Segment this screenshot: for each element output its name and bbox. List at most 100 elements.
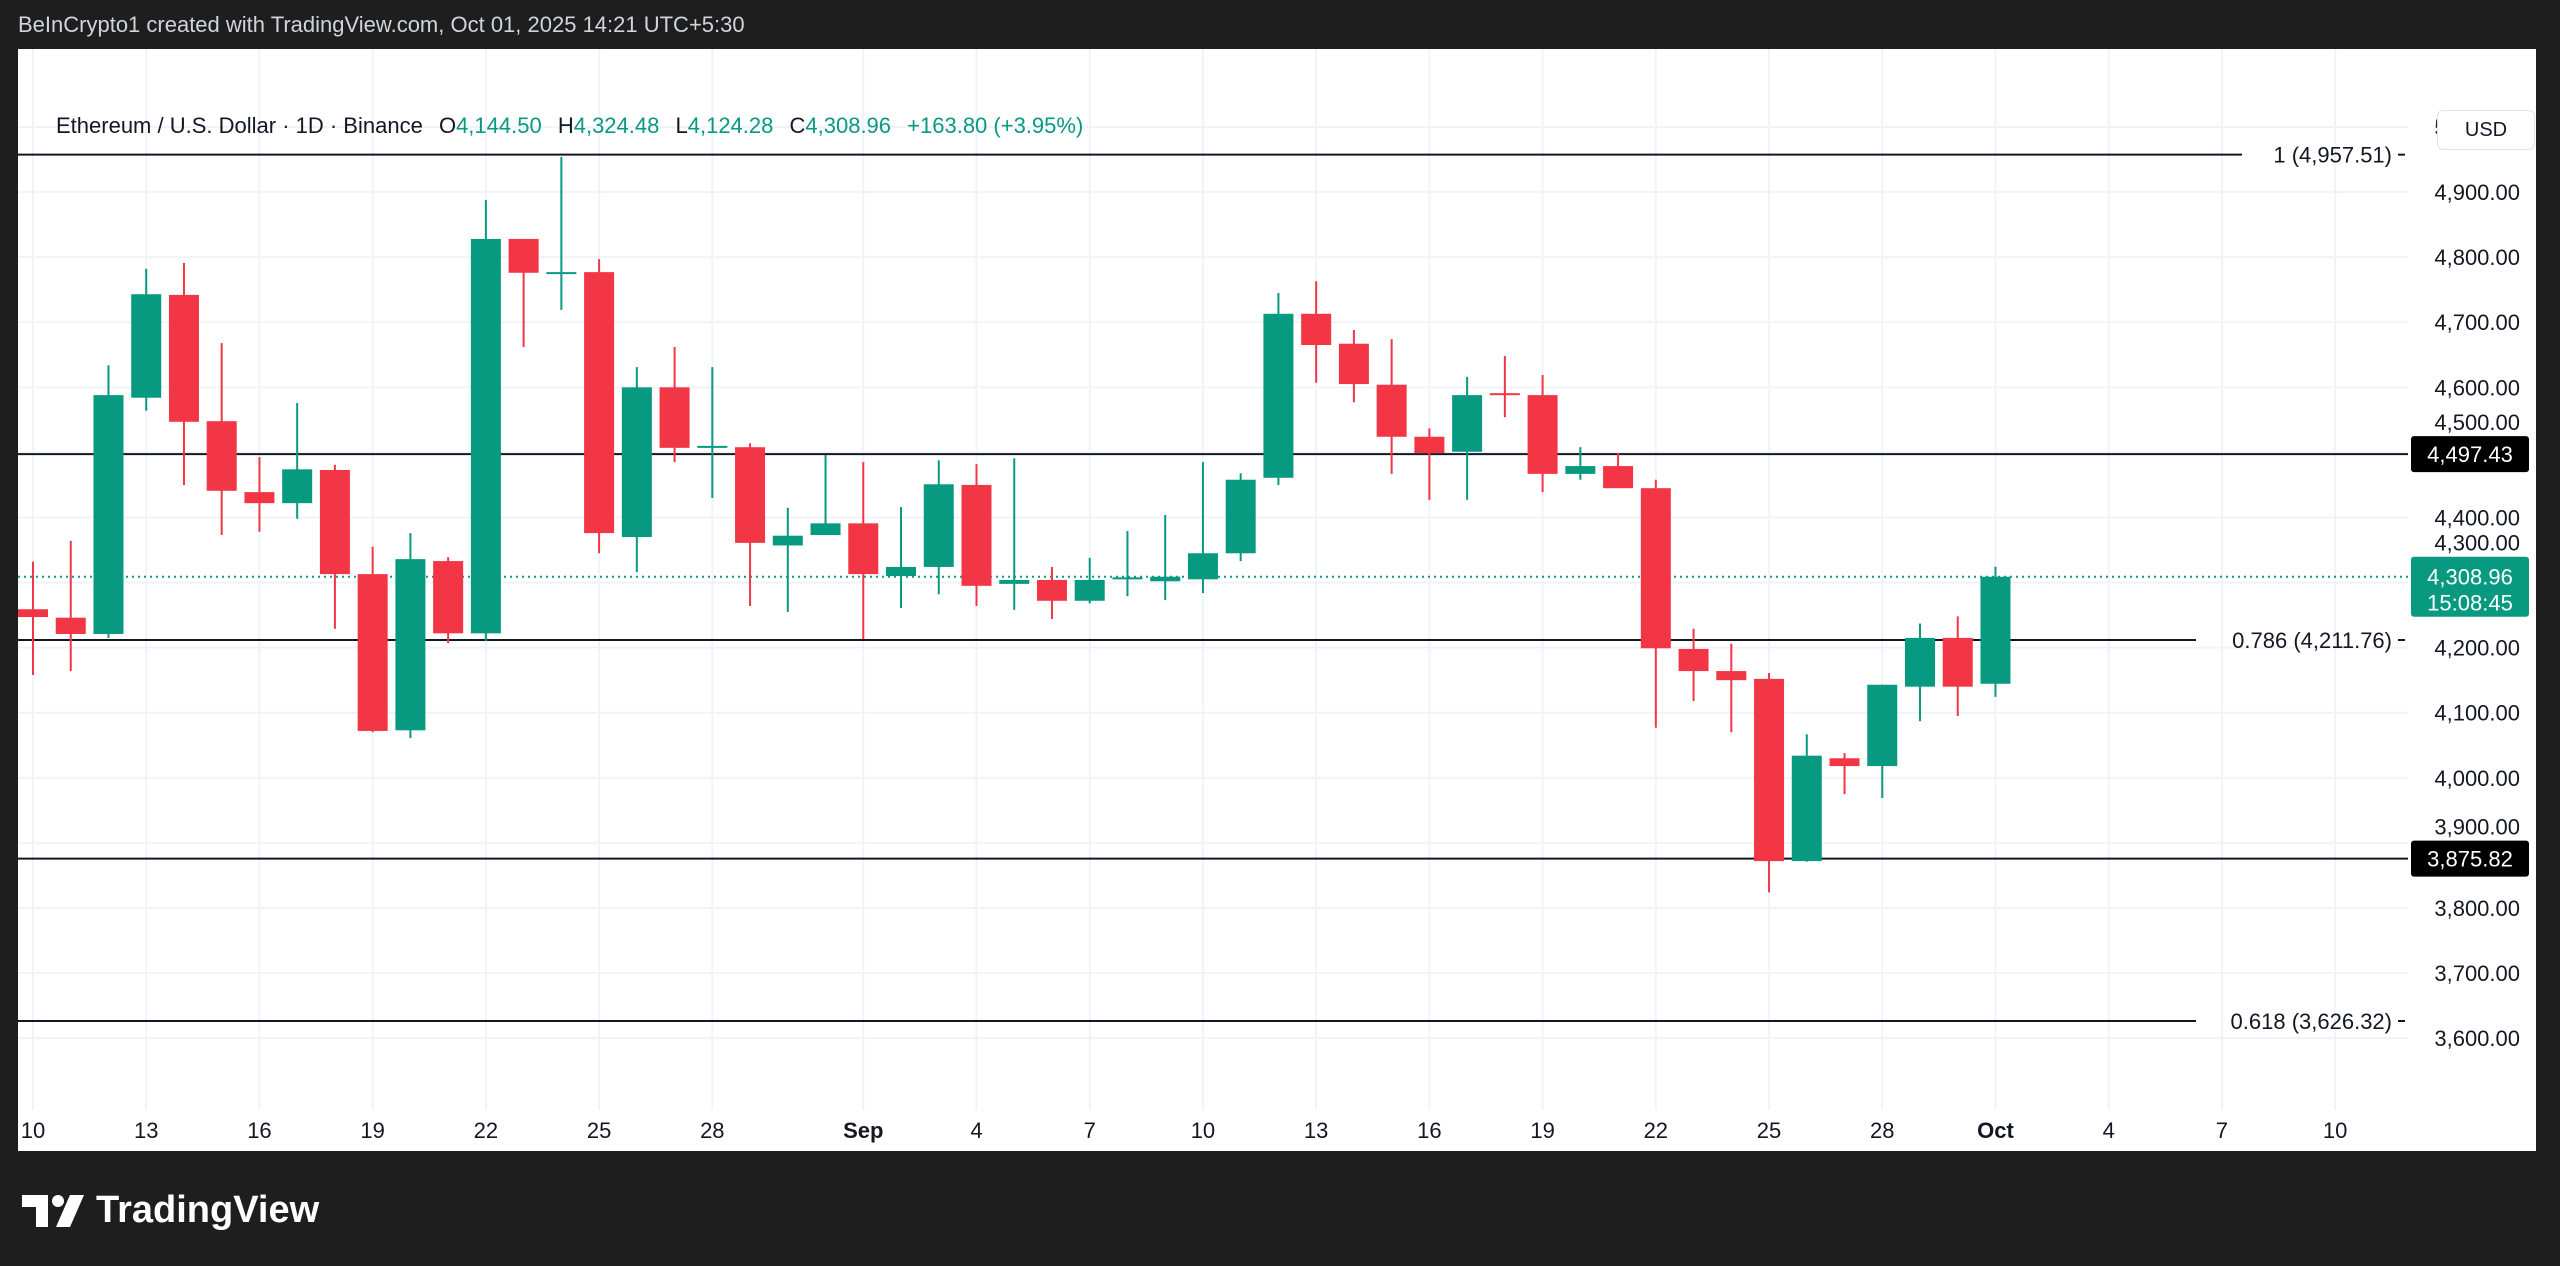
candle-down xyxy=(848,523,879,575)
fib-level-label: 0.618 (3,626.32) xyxy=(2231,1009,2392,1034)
footer-bar: TradingView xyxy=(0,1151,2560,1266)
y-tick-label: 3,600.00 xyxy=(2434,1026,2520,1051)
y-tick-label: 4,700.00 xyxy=(2434,310,2520,335)
candle-down xyxy=(659,387,690,448)
candle-up xyxy=(1452,395,1483,452)
candle-up xyxy=(1112,577,1143,580)
candle-up xyxy=(886,566,917,577)
candle-down xyxy=(319,469,350,575)
candle-down xyxy=(508,238,539,273)
y-tick-label: 4,500.00 xyxy=(2434,410,2520,435)
fib-level-label: 1 (4,957.51) xyxy=(2273,143,2392,168)
candle-down xyxy=(18,609,48,618)
candle-up xyxy=(1074,579,1105,601)
candle-down xyxy=(1527,395,1558,474)
candle-up xyxy=(546,272,577,275)
candle-down xyxy=(1489,393,1520,396)
candle-up xyxy=(1565,466,1596,474)
candle-down xyxy=(1640,488,1671,649)
last-price-badge xyxy=(2411,556,2529,617)
x-tick-label: 28 xyxy=(700,1118,724,1143)
fib-level-label: 0.786 (4,211.76) xyxy=(2232,628,2392,653)
candle-up xyxy=(470,238,501,634)
close-label: C xyxy=(789,113,806,138)
candle-down xyxy=(1338,343,1369,385)
logo-text: TradingView xyxy=(96,1189,320,1231)
tradingview-logo[interactable]: TradingView xyxy=(22,1189,319,1232)
x-tick-label: Sep xyxy=(843,1118,883,1143)
candle-up xyxy=(810,523,841,536)
candle-down xyxy=(433,561,464,634)
x-tick-label: Oct xyxy=(1977,1118,2014,1143)
x-tick-label: 10 xyxy=(1191,1118,1215,1143)
candle-up xyxy=(1867,684,1898,767)
candle-down xyxy=(1754,678,1785,862)
x-tick-label: 22 xyxy=(474,1118,498,1143)
candle-down xyxy=(1603,466,1634,489)
x-tick-label: 28 xyxy=(1870,1118,1894,1143)
y-tick-label: 4,000.00 xyxy=(2434,766,2520,791)
candle-down xyxy=(168,294,199,422)
last-price-text: 4,308.96 xyxy=(2427,565,2513,590)
low-label: L xyxy=(675,113,688,138)
candle-down xyxy=(1376,384,1407,437)
candle-down xyxy=(1716,671,1747,681)
x-tick-label: 19 xyxy=(1530,1118,1554,1143)
candle-up xyxy=(1225,479,1256,554)
candle-up xyxy=(1905,637,1935,687)
price-level-badge-text: 3,875.82 xyxy=(2427,847,2513,872)
candle-up xyxy=(1980,576,2011,684)
candle-up xyxy=(1263,313,1294,478)
candle-down xyxy=(55,617,86,634)
price-level-badge xyxy=(2411,840,2529,877)
candle-up xyxy=(697,445,728,448)
high-label: H xyxy=(557,113,574,138)
countdown-text: 15:08:45 xyxy=(2427,591,2513,616)
price-level-badge-text: 4,497.43 xyxy=(2427,442,2513,467)
x-tick-label: 4 xyxy=(2103,1118,2115,1143)
low-value: 4,124.28 xyxy=(687,113,774,138)
candle-down xyxy=(1036,579,1067,601)
x-tick-label: 16 xyxy=(247,1118,271,1143)
candle-down xyxy=(1829,758,1860,767)
candle-down xyxy=(584,272,615,534)
change-value: +163.80 (+3.95%) xyxy=(907,113,1084,138)
candle-down xyxy=(1301,313,1332,346)
x-tick-label: 13 xyxy=(1304,1118,1328,1143)
y-tick-label: 4,200.00 xyxy=(2434,636,2520,661)
candle-up xyxy=(1187,553,1218,580)
x-tick-label: 22 xyxy=(1644,1118,1668,1143)
candle-up xyxy=(923,484,954,567)
candle-up xyxy=(93,395,124,634)
candle-down xyxy=(961,484,992,586)
candle-down xyxy=(357,574,388,731)
candle-down xyxy=(244,492,275,504)
x-tick-label: 13 xyxy=(134,1118,158,1143)
y-tick-label: 4,800.00 xyxy=(2434,245,2520,270)
candle-up xyxy=(1791,755,1822,862)
tradingview-logo-icon xyxy=(22,1194,84,1227)
y-tick-label: 4,600.00 xyxy=(2434,375,2520,400)
open-label: O xyxy=(438,113,457,138)
x-tick-label: 10 xyxy=(2323,1118,2347,1143)
candle-up xyxy=(1150,576,1181,582)
y-tick-label: 3,700.00 xyxy=(2434,961,2520,986)
x-tick-label: 16 xyxy=(1417,1118,1441,1143)
price-level-badge xyxy=(2411,436,2529,473)
candle-up xyxy=(621,387,652,538)
candle-up xyxy=(131,294,162,398)
y-tick-label: 4,900.00 xyxy=(2434,180,2520,205)
y-tick-label: 4,300.00 xyxy=(2434,531,2520,556)
currency-button[interactable]: USD xyxy=(2437,110,2535,150)
close-value: 4,308.96 xyxy=(805,113,892,138)
candle-down xyxy=(206,421,237,491)
candle-up xyxy=(282,469,313,504)
x-tick-label: 19 xyxy=(360,1118,384,1143)
high-value: 4,324.48 xyxy=(573,113,660,138)
x-tick-label: 7 xyxy=(2216,1118,2228,1143)
y-tick-label: 3,800.00 xyxy=(2434,896,2520,921)
x-tick-label: 4 xyxy=(970,1118,982,1143)
candle-down xyxy=(1678,648,1709,672)
symbol-legend: Ethereum / U.S. Dollar · 1D · Binance O4… xyxy=(56,113,1083,139)
